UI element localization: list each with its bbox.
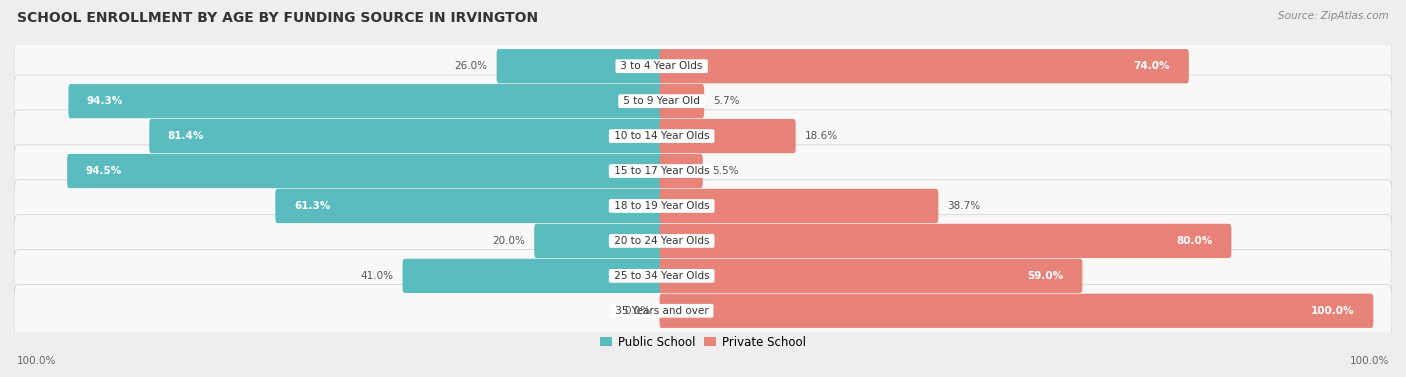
Text: 20 to 24 Year Olds: 20 to 24 Year Olds [610, 236, 713, 246]
Text: 94.5%: 94.5% [86, 166, 122, 176]
Text: 59.0%: 59.0% [1028, 271, 1064, 281]
FancyBboxPatch shape [67, 154, 664, 188]
Text: 100.0%: 100.0% [1312, 306, 1355, 316]
Text: 26.0%: 26.0% [454, 61, 488, 71]
FancyBboxPatch shape [659, 224, 1232, 258]
FancyBboxPatch shape [14, 145, 1392, 197]
FancyBboxPatch shape [659, 259, 1083, 293]
Text: 18.6%: 18.6% [804, 131, 838, 141]
FancyBboxPatch shape [149, 119, 664, 153]
FancyBboxPatch shape [659, 294, 1374, 328]
FancyBboxPatch shape [659, 154, 703, 188]
FancyBboxPatch shape [14, 180, 1392, 232]
Text: 38.7%: 38.7% [948, 201, 980, 211]
FancyBboxPatch shape [14, 215, 1392, 267]
FancyBboxPatch shape [276, 189, 664, 223]
Text: 25 to 34 Year Olds: 25 to 34 Year Olds [610, 271, 713, 281]
Text: 41.0%: 41.0% [360, 271, 394, 281]
FancyBboxPatch shape [534, 224, 664, 258]
Text: SCHOOL ENROLLMENT BY AGE BY FUNDING SOURCE IN IRVINGTON: SCHOOL ENROLLMENT BY AGE BY FUNDING SOUR… [17, 11, 538, 25]
Text: 15 to 17 Year Olds: 15 to 17 Year Olds [610, 166, 713, 176]
Text: 80.0%: 80.0% [1177, 236, 1213, 246]
FancyBboxPatch shape [69, 84, 664, 118]
FancyBboxPatch shape [14, 75, 1392, 127]
Text: 18 to 19 Year Olds: 18 to 19 Year Olds [610, 201, 713, 211]
Text: 61.3%: 61.3% [294, 201, 330, 211]
Text: 94.3%: 94.3% [87, 96, 124, 106]
FancyBboxPatch shape [14, 40, 1392, 92]
Legend: Public School, Private School: Public School, Private School [600, 336, 806, 349]
Text: 5.5%: 5.5% [711, 166, 738, 176]
FancyBboxPatch shape [659, 189, 938, 223]
Text: 81.4%: 81.4% [167, 131, 204, 141]
FancyBboxPatch shape [496, 49, 664, 83]
Text: 10 to 14 Year Olds: 10 to 14 Year Olds [610, 131, 713, 141]
FancyBboxPatch shape [659, 49, 1189, 83]
FancyBboxPatch shape [402, 259, 664, 293]
FancyBboxPatch shape [659, 119, 796, 153]
FancyBboxPatch shape [14, 285, 1392, 337]
Text: 74.0%: 74.0% [1133, 61, 1170, 71]
Text: 20.0%: 20.0% [492, 236, 526, 246]
Text: 5 to 9 Year Old: 5 to 9 Year Old [620, 96, 703, 106]
Text: Source: ZipAtlas.com: Source: ZipAtlas.com [1278, 11, 1389, 21]
FancyBboxPatch shape [659, 84, 704, 118]
Text: 3 to 4 Year Olds: 3 to 4 Year Olds [617, 61, 706, 71]
Text: 5.7%: 5.7% [713, 96, 740, 106]
FancyBboxPatch shape [14, 110, 1392, 162]
Text: 35 Years and over: 35 Years and over [612, 306, 711, 316]
FancyBboxPatch shape [14, 250, 1392, 302]
Text: 100.0%: 100.0% [1350, 356, 1389, 366]
Text: 100.0%: 100.0% [17, 356, 56, 366]
Text: 0.0%: 0.0% [624, 306, 651, 316]
